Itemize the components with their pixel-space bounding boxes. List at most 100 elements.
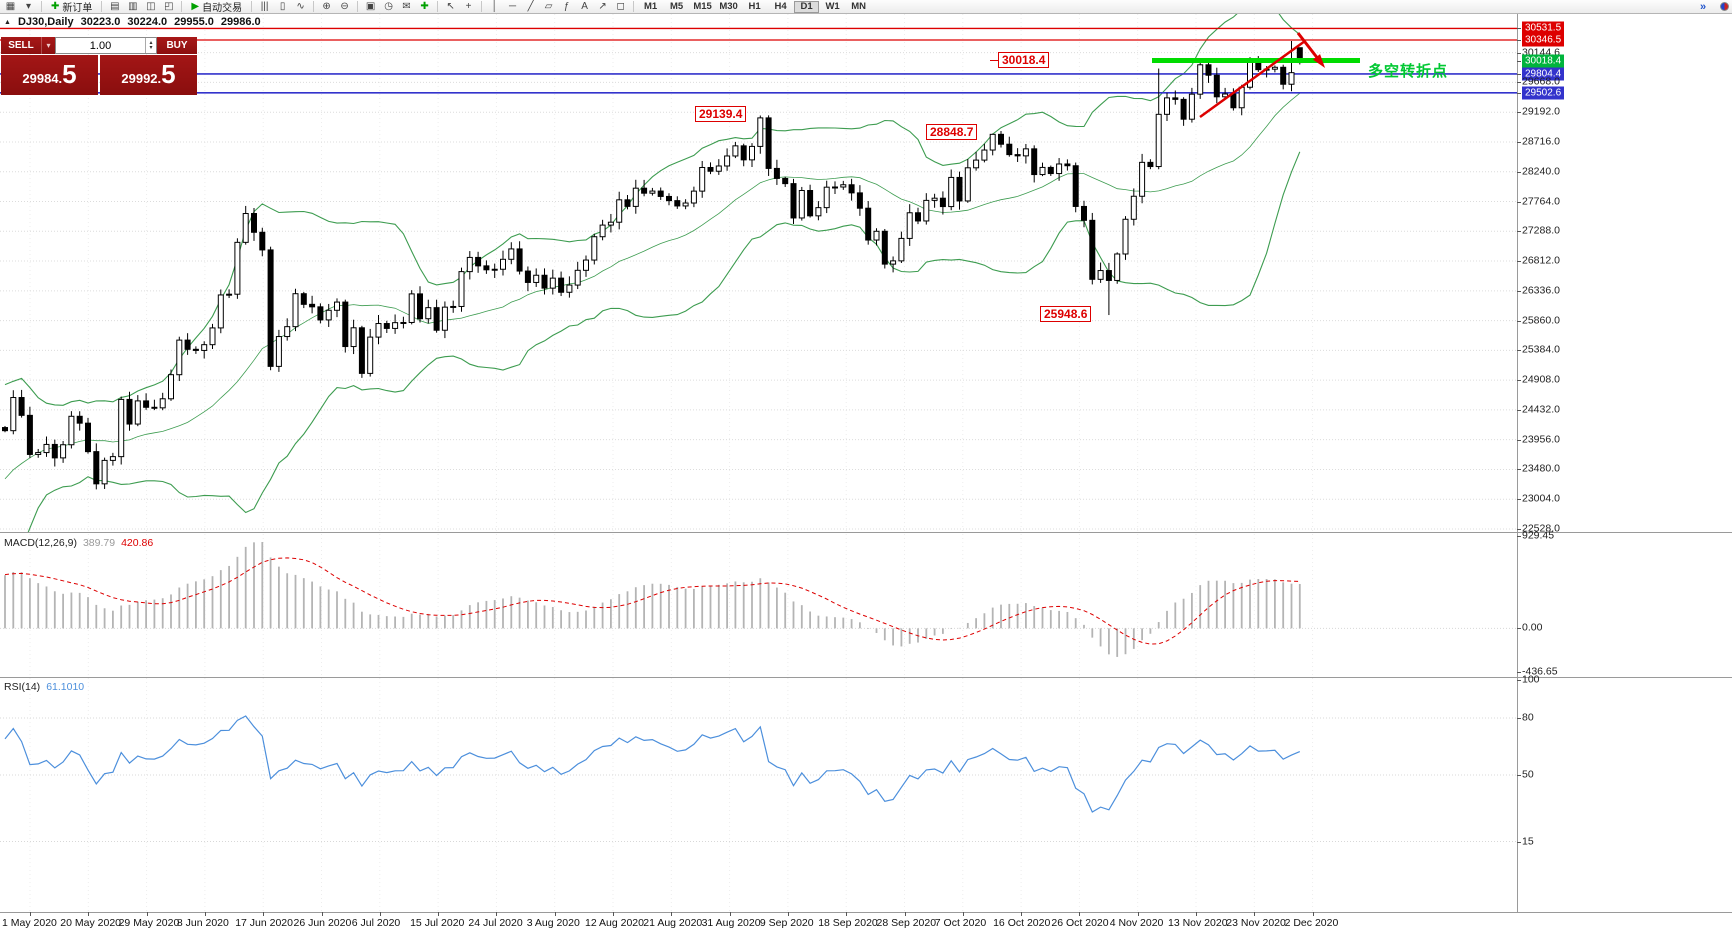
price-axis-tick: [1517, 841, 1521, 843]
drawn-objects-layer: [1152, 32, 1360, 119]
macd-panel-canvas[interactable]: [0, 534, 1517, 676]
timeframe-h4[interactable]: H4: [774, 1, 787, 12]
order-type-dropdown[interactable]: ▾: [41, 37, 55, 54]
cursor-icon[interactable]: ↖: [446, 1, 455, 12]
timeframe-h1[interactable]: H1: [748, 1, 761, 12]
period-icon[interactable]: ◷: [384, 1, 393, 12]
price-axis-label: 30531.5: [1522, 21, 1565, 35]
zoom-in-icon[interactable]: ⊕: [322, 1, 331, 12]
price-axis-tick: [1517, 28, 1521, 30]
time-axis-label: 1 May 2020: [2, 917, 57, 929]
time-axis-tick: [321, 912, 323, 916]
price-axis-tick: [1517, 73, 1521, 75]
terminal-icon[interactable]: ◰: [164, 1, 174, 12]
red-trendline[interactable]: [1199, 39, 1306, 119]
time-axis-label: 9 Sep 2020: [759, 917, 814, 929]
timeframe-m30[interactable]: M30: [719, 1, 738, 12]
price-axis-label: 27764.0: [1522, 195, 1560, 207]
price-axis-tick: [1517, 39, 1521, 41]
vertical-line-icon[interactable]: │: [491, 1, 498, 12]
time-axis-tick: [1312, 912, 1314, 916]
rsi-axis-label: 50: [1522, 768, 1534, 781]
volume-down-icon[interactable]: ▾: [149, 44, 153, 51]
new-chart-icon[interactable]: ▦: [5, 1, 16, 12]
timeframe-m15[interactable]: M15: [693, 1, 712, 12]
price-axis-label: 26812.0: [1522, 254, 1560, 267]
time-axis-label: 2 Dec 2020: [1284, 917, 1339, 929]
chart-list-dropdown-icon[interactable]: ▾: [25, 1, 32, 12]
panel-separator[interactable]: [0, 912, 1732, 913]
macd-histogram: [4, 541, 1301, 657]
timeframe-d1[interactable]: D1: [794, 0, 820, 13]
channel-icon[interactable]: ▱: [544, 1, 553, 12]
panel-separator[interactable]: [0, 532, 1732, 533]
trendline-icon[interactable]: ╱: [527, 1, 534, 12]
zoom-out-icon[interactable]: ⊖: [340, 1, 349, 12]
price-annotation-label[interactable]: 30018.4: [989, 52, 1050, 68]
price-axis-tick: [1517, 671, 1521, 673]
candlestick-chart-icon[interactable]: ▯: [279, 1, 286, 12]
price-axis-tick: [1517, 628, 1521, 630]
price-annotation-label[interactable]: 29139.4: [695, 106, 747, 122]
line-chart-icon[interactable]: ∿: [296, 1, 305, 12]
price-axis-tick: [1517, 469, 1521, 471]
price-axis-tick: [1517, 680, 1521, 681]
tile-windows-icon[interactable]: ▣: [365, 1, 376, 12]
time-axis-tick: [1079, 912, 1081, 916]
time-axis-tick: [554, 912, 556, 916]
shapes-icon[interactable]: ◻: [616, 1, 625, 12]
timeframe-w1[interactable]: W1: [825, 1, 840, 12]
time-axis-label: 20 May 2020: [60, 917, 122, 929]
price-axis-label: 29502.6: [1522, 86, 1565, 100]
new-order-button[interactable]: ✚ 新订单: [46, 1, 97, 14]
time-axis-tick: [88, 912, 90, 916]
time-axis-label: 16 Oct 2020: [993, 917, 1051, 929]
price-annotation-label[interactable]: 25948.6: [1040, 306, 1092, 322]
crosshair-icon[interactable]: +: [465, 1, 472, 12]
price-annotation-label[interactable]: 28848.7: [926, 124, 978, 140]
panel-separator[interactable]: [0, 677, 1732, 678]
arrow-tool-icon[interactable]: ↗: [598, 1, 607, 12]
timeframe-m1[interactable]: M1: [643, 1, 658, 12]
main-chart-canvas[interactable]: [0, 14, 1517, 532]
navigator-icon[interactable]: ◫: [146, 1, 156, 12]
auto-trading-button[interactable]: ▶ 自动交易: [186, 1, 247, 14]
turning-point-note[interactable]: 多空转折点: [1368, 63, 1449, 80]
time-axis-label: 23 Nov 2020: [1226, 917, 1286, 929]
price-axis-tick: [1517, 320, 1521, 322]
time-axis-label: 8 Jun 2020: [176, 917, 229, 929]
fibonacci-icon[interactable]: ƒ: [563, 1, 570, 12]
text-label-icon[interactable]: A: [581, 1, 588, 12]
rsi-panel-canvas[interactable]: [0, 678, 1517, 912]
buy-price-button[interactable]: 29992. 5: [100, 55, 197, 95]
buy-price-big-digit: 5: [161, 59, 176, 89]
candles-layer: [2, 41, 1303, 490]
auto-trading-button-label: 自动交易: [202, 3, 243, 14]
macd-axis-label: 929.45: [1522, 529, 1555, 542]
buy-button[interactable]: BUY: [157, 37, 197, 54]
alerts-icon[interactable]: ✉: [402, 1, 411, 12]
price-axis-tick: [1517, 499, 1521, 501]
bar-chart-icon[interactable]: |||: [260, 1, 269, 12]
price-axis-label: 29192.0: [1522, 105, 1560, 118]
data-window-icon[interactable]: ▥: [128, 1, 138, 12]
time-axis-tick: [904, 912, 906, 916]
time-axis-label: 6 Jul 2020: [351, 917, 401, 929]
volume-up-icon[interactable]: ▴: [149, 39, 153, 46]
sell-button[interactable]: SELL: [1, 37, 41, 54]
volume-input[interactable]: 1.00 ▴ ▾: [55, 37, 157, 54]
toolbar-separator: [101, 1, 103, 12]
add-indicator-icon[interactable]: ✚: [420, 1, 429, 12]
horizontal-line-icon[interactable]: ─: [509, 1, 517, 12]
sell-price-button[interactable]: 29984. 5: [1, 55, 98, 95]
time-axis-tick: [729, 912, 731, 916]
time-axis-label: 29 May 2020: [118, 917, 180, 929]
price-axis-tick: [1517, 439, 1521, 441]
price-axis-label: 22528.0: [1522, 522, 1560, 535]
market-watch-icon[interactable]: ▤: [110, 1, 120, 12]
timeframe-m5[interactable]: M5: [669, 1, 684, 12]
timeframe-mn[interactable]: MN: [851, 1, 866, 12]
toolbar-overflow-icon[interactable]: »: [1700, 0, 1706, 13]
price-axis-tick: [1517, 409, 1521, 411]
price-axis-label: 23004.0: [1522, 492, 1560, 505]
